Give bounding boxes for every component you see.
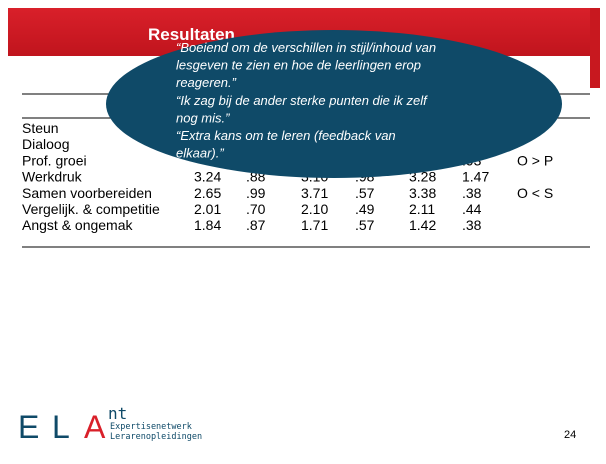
cell: 1.71 [301,217,328,233]
quote-bubble [106,30,562,178]
quote: “Boeiend om de verschillen in stijl/inho… [176,40,436,161]
logo-letter: L [52,409,70,445]
logo: E L A nt Expertisenetwerk Lerarenopleidi… [18,404,202,445]
cell: 3.38 [409,185,436,201]
row-label: Samen voorbereiden [22,185,152,201]
cell: .44 [462,201,482,217]
page-number: 24 [564,429,576,441]
cell: .38 [462,185,482,201]
quote-line: “Extra kans om te leren (feedback van [176,128,396,143]
slide-title: Resultaten [148,25,235,44]
quote-line: lesgeven te zien en hoe de leerlingen er… [176,58,421,73]
cell: .70 [246,201,266,217]
cell: 3.24 [194,169,221,185]
row-label: Dialoog [22,136,69,152]
cell: O > P [517,152,553,168]
row-label: Prof. groei [22,152,87,168]
quote-line: nog mis.” [176,110,230,125]
cell: .57 [355,217,375,233]
logo-line: Lerarenopleidingen [110,432,202,442]
logo-letter: A [84,409,106,445]
cell: .99 [246,185,266,201]
cell: .87 [246,217,266,233]
row-label: Vergelijk. & competitie [22,201,160,217]
quote-line: reageren.” [176,75,237,90]
logo-line: Expertisenetwerk [110,422,192,432]
cell: 2.11 [409,201,435,217]
cell: 1.84 [194,217,221,233]
logo-sup: nt [108,404,127,423]
cell: O < S [517,185,553,201]
row-label: Steun [22,120,59,136]
cell: 2.65 [194,185,221,201]
cell: .57 [355,185,375,201]
cell: 2.10 [301,201,328,217]
cell: .38 [462,217,482,233]
quote-line: “Ik zag bij de ander sterke punten die i… [176,93,428,108]
cell: 1.47 [462,169,489,185]
cell: 1.42 [409,217,436,233]
side-stripe [590,8,600,88]
row-label: Werkdruk [22,169,83,185]
quote-line: “Boeiend om de verschillen in stijl/inho… [176,40,436,55]
logo-letter: E [18,409,39,445]
cell: .49 [355,201,375,217]
cell: 3.71 [301,185,328,201]
quote-line: elkaar).” [176,146,224,161]
row-label: Angst & ongemak [22,217,134,233]
cell: 2.01 [194,201,221,217]
